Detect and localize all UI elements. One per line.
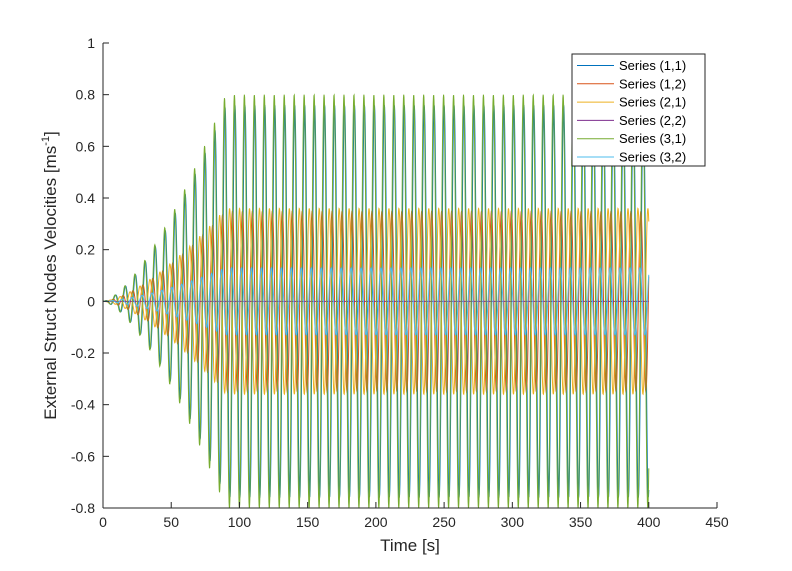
y-axis-label-main: External Struct Nodes Velocities [ms bbox=[41, 146, 60, 420]
y-tick-label: 0.8 bbox=[76, 87, 96, 103]
series-line-5 bbox=[103, 93, 650, 508]
y-ticks: -0.8 -0.6 -0.4 -0.2 0 0.2 0.4 0.6 0.8 1 bbox=[71, 35, 109, 516]
y-tick-label: 0.2 bbox=[76, 242, 96, 258]
x-tick-label: 200 bbox=[364, 514, 388, 530]
x-tick-label: 450 bbox=[705, 514, 729, 530]
legend-label-1: Series (1,1) bbox=[619, 58, 686, 73]
x-tick-label: 150 bbox=[296, 514, 320, 530]
x-axis-label: Time [s] bbox=[380, 536, 440, 555]
x-tick-label: 50 bbox=[163, 514, 179, 530]
y-tick-label: 0.6 bbox=[76, 138, 96, 154]
series-line-2 bbox=[103, 210, 650, 394]
x-tick-label: 0 bbox=[99, 514, 107, 530]
x-ticks: 0 50 100 150 200 250 300 350 400 450 bbox=[99, 502, 729, 530]
series-line-1 bbox=[103, 104, 650, 498]
x-tick-label: 350 bbox=[569, 514, 593, 530]
y-axis-label-superscript: -1 bbox=[40, 136, 52, 146]
legend-label-6: Series (3,2) bbox=[619, 150, 686, 165]
y-axis-label: External Struct Nodes Velocities [ms-1] bbox=[40, 131, 60, 420]
legend-label-4: Series (2,2) bbox=[619, 113, 686, 128]
axes bbox=[102, 43, 717, 509]
x-tick-label: 400 bbox=[637, 514, 661, 530]
x-tick-label: 300 bbox=[501, 514, 525, 530]
y-tick-label: -0.4 bbox=[71, 397, 95, 413]
y-tick-label: -0.6 bbox=[71, 448, 95, 464]
y-axis-label-end: ] bbox=[41, 131, 60, 136]
y-tick-label: 1 bbox=[87, 35, 95, 51]
legend-label-5: Series (3,1) bbox=[619, 131, 686, 146]
y-tick-label: -0.8 bbox=[71, 500, 95, 516]
y-tick-label: 0.4 bbox=[76, 190, 96, 206]
legend-label-3: Series (2,1) bbox=[619, 95, 686, 110]
series-group bbox=[103, 93, 650, 508]
y-tick-label: 0 bbox=[87, 293, 95, 309]
legend-box bbox=[571, 53, 706, 167]
y-tick-label: -0.2 bbox=[71, 345, 95, 361]
legend-label-2: Series (1,2) bbox=[619, 76, 686, 91]
series-line-3 bbox=[103, 207, 650, 396]
x-tick-label: 100 bbox=[228, 514, 252, 530]
legend: Series (1,1) Series (1,2) Series (2,1) Seri… bbox=[571, 53, 706, 167]
series-line-6 bbox=[103, 266, 650, 336]
x-tick-label: 250 bbox=[432, 514, 456, 530]
